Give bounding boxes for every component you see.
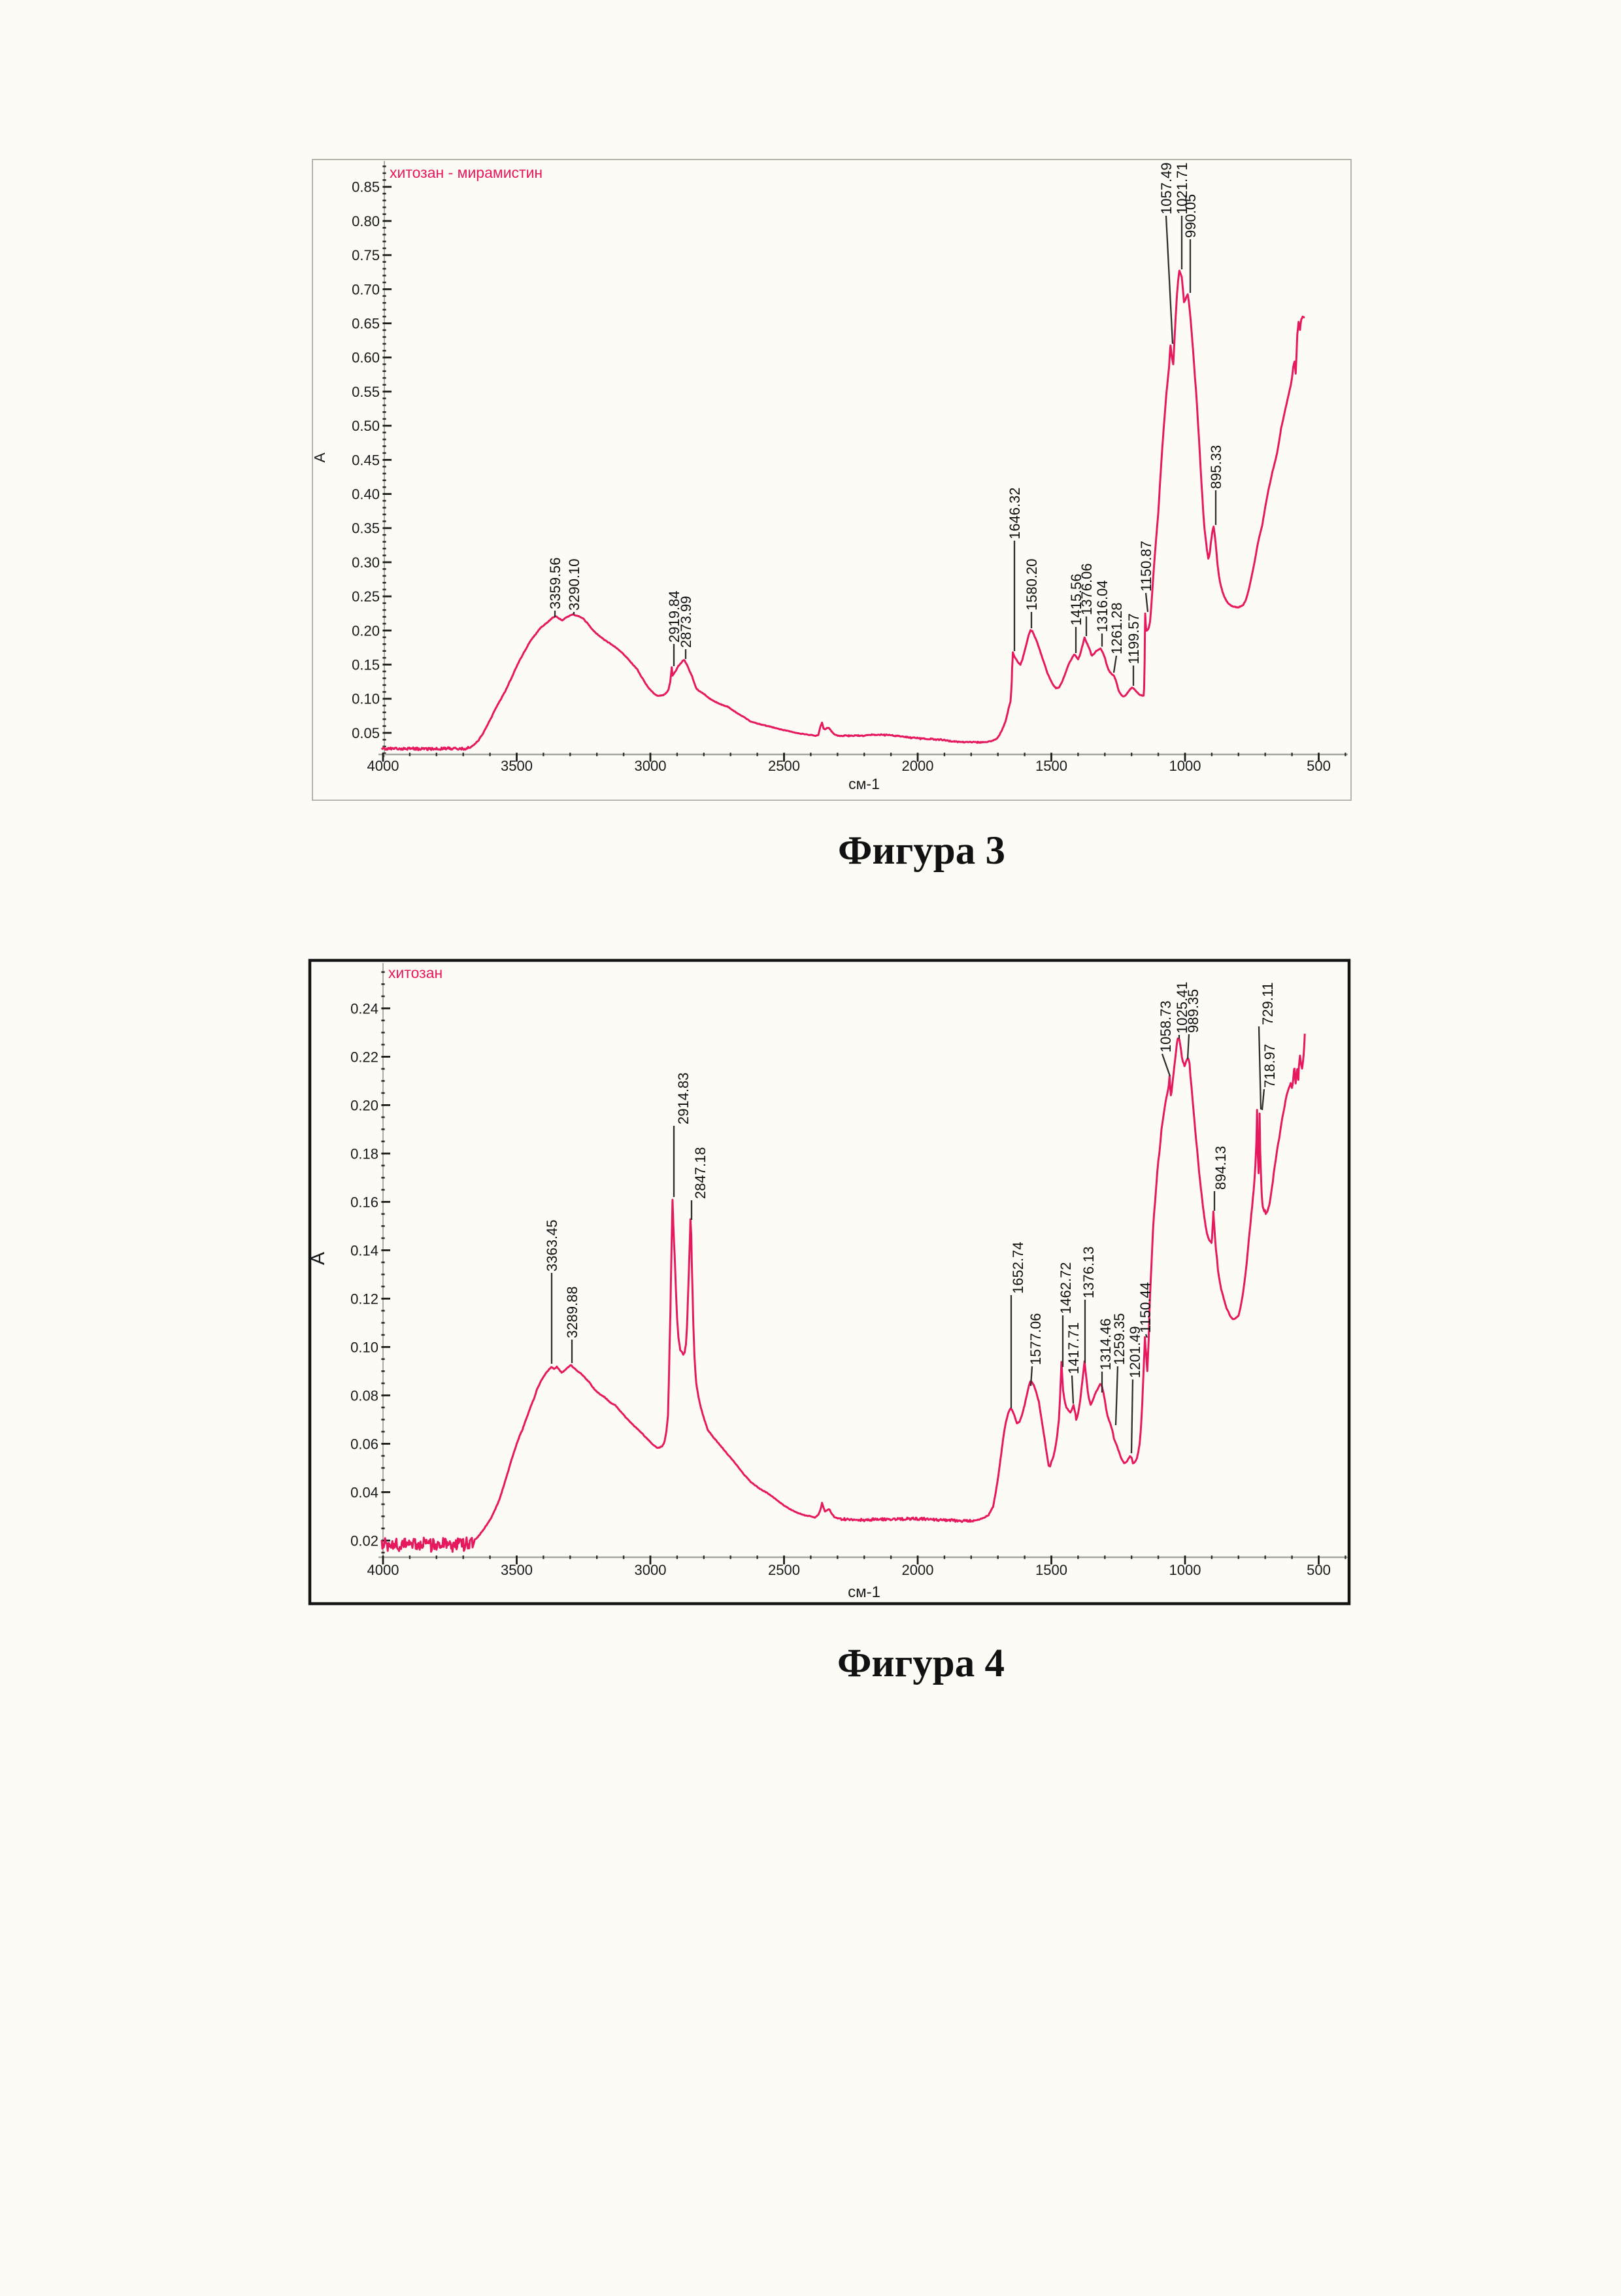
svg-text:4000: 4000 xyxy=(367,758,399,774)
svg-text:0.50: 0.50 xyxy=(352,418,380,434)
svg-text:2873.99: 2873.99 xyxy=(678,596,694,648)
svg-text:2500: 2500 xyxy=(768,1562,800,1578)
svg-text:2847.18: 2847.18 xyxy=(692,1147,709,1199)
svg-text:2914.83: 2914.83 xyxy=(675,1072,692,1124)
svg-text:3359.56: 3359.56 xyxy=(547,557,563,609)
svg-text:718.97: 718.97 xyxy=(1262,1044,1278,1088)
svg-text:хитозан: хитозан xyxy=(388,964,443,981)
svg-text:0.24: 0.24 xyxy=(350,1000,378,1017)
svg-text:990.05: 990.05 xyxy=(1182,194,1199,238)
svg-text:0.16: 0.16 xyxy=(350,1194,378,1210)
svg-text:3000: 3000 xyxy=(635,1562,667,1578)
svg-text:0.18: 0.18 xyxy=(350,1145,378,1162)
svg-text:1652.74: 1652.74 xyxy=(1010,1241,1026,1294)
svg-text:3363.45: 3363.45 xyxy=(544,1219,560,1272)
svg-text:1417.71: 1417.71 xyxy=(1065,1322,1082,1374)
svg-text:1058.73: 1058.73 xyxy=(1158,1000,1174,1053)
svg-text:1261.28: 1261.28 xyxy=(1109,602,1125,654)
svg-text:0.80: 0.80 xyxy=(352,213,380,229)
svg-text:Фигура 4: Фигура 4 xyxy=(837,1642,1005,1685)
svg-text:0.06: 0.06 xyxy=(350,1436,378,1452)
svg-text:см-1: см-1 xyxy=(848,775,880,792)
svg-text:0.45: 0.45 xyxy=(352,452,380,468)
svg-text:0.70: 0.70 xyxy=(352,281,380,297)
svg-text:1580.20: 1580.20 xyxy=(1024,558,1040,611)
svg-text:1259.35: 1259.35 xyxy=(1111,1313,1128,1365)
svg-text:1314.46: 1314.46 xyxy=(1097,1318,1114,1370)
svg-text:0.55: 0.55 xyxy=(352,384,380,400)
svg-text:0.65: 0.65 xyxy=(352,316,380,332)
svg-text:0.05: 0.05 xyxy=(352,725,380,741)
svg-text:3500: 3500 xyxy=(501,758,533,774)
svg-text:2000: 2000 xyxy=(902,1562,934,1578)
svg-text:989.35: 989.35 xyxy=(1185,989,1201,1033)
svg-text:1577.06: 1577.06 xyxy=(1028,1313,1044,1365)
svg-text:3500: 3500 xyxy=(501,1562,533,1578)
svg-text:0.20: 0.20 xyxy=(350,1097,378,1113)
svg-text:2000: 2000 xyxy=(902,758,934,774)
svg-text:0.85: 0.85 xyxy=(352,179,380,195)
svg-text:1415.56: 1415.56 xyxy=(1068,573,1084,626)
svg-text:1376.06: 1376.06 xyxy=(1078,563,1095,615)
svg-text:0.40: 0.40 xyxy=(352,486,380,503)
svg-text:500: 500 xyxy=(1307,758,1331,774)
svg-text:0.20: 0.20 xyxy=(352,622,380,639)
svg-text:0.02: 0.02 xyxy=(350,1532,378,1549)
svg-text:1646.32: 1646.32 xyxy=(1007,487,1023,539)
svg-text:1316.04: 1316.04 xyxy=(1094,580,1111,632)
svg-text:1021.71: 1021.71 xyxy=(1174,162,1190,214)
svg-text:1199.57: 1199.57 xyxy=(1126,613,1142,664)
svg-text:729.11: 729.11 xyxy=(1260,982,1276,1025)
svg-text:1150.44: 1150.44 xyxy=(1137,1282,1154,1333)
svg-text:1025.41: 1025.41 xyxy=(1174,981,1190,1034)
svg-text:1500: 1500 xyxy=(1035,1562,1067,1578)
svg-text:1201.49: 1201.49 xyxy=(1127,1326,1143,1378)
svg-text:0.35: 0.35 xyxy=(352,520,380,537)
svg-text:0.04: 0.04 xyxy=(350,1484,378,1500)
svg-text:1057.49: 1057.49 xyxy=(1158,162,1175,214)
svg-text:A: A xyxy=(307,1252,329,1265)
svg-text:1000: 1000 xyxy=(1169,1562,1201,1578)
svg-text:0.08: 0.08 xyxy=(350,1387,378,1404)
svg-text:3290.10: 3290.10 xyxy=(566,558,582,611)
svg-text:хитозан - мирамистин: хитозан - мирамистин xyxy=(390,164,543,181)
svg-text:3000: 3000 xyxy=(635,758,667,774)
svg-text:1000: 1000 xyxy=(1169,758,1201,774)
svg-text:2919.84: 2919.84 xyxy=(666,590,682,643)
svg-text:Фигура 3: Фигура 3 xyxy=(838,829,1005,873)
svg-text:0.10: 0.10 xyxy=(350,1339,378,1355)
svg-text:1462.72: 1462.72 xyxy=(1058,1262,1074,1314)
svg-text:1150.87: 1150.87 xyxy=(1138,541,1154,592)
svg-text:0.25: 0.25 xyxy=(352,588,380,605)
svg-text:0.30: 0.30 xyxy=(352,554,380,571)
svg-text:0.15: 0.15 xyxy=(352,657,380,673)
svg-text:0.12: 0.12 xyxy=(350,1291,378,1307)
svg-text:894.13: 894.13 xyxy=(1212,1146,1229,1190)
svg-text:см-1: см-1 xyxy=(848,1583,880,1601)
svg-text:0.14: 0.14 xyxy=(350,1242,378,1258)
svg-text:0.22: 0.22 xyxy=(350,1049,378,1065)
svg-text:1500: 1500 xyxy=(1035,758,1067,774)
svg-text:0.10: 0.10 xyxy=(352,691,380,707)
svg-text:3289.88: 3289.88 xyxy=(564,1286,580,1338)
svg-text:0.75: 0.75 xyxy=(352,247,380,263)
svg-text:500: 500 xyxy=(1307,1562,1331,1578)
svg-text:1376.13: 1376.13 xyxy=(1080,1246,1097,1298)
svg-text:4000: 4000 xyxy=(367,1562,399,1578)
svg-text:895.33: 895.33 xyxy=(1208,445,1224,489)
svg-text:A: A xyxy=(311,452,328,463)
svg-text:2500: 2500 xyxy=(768,758,800,774)
svg-text:0.60: 0.60 xyxy=(352,350,380,366)
